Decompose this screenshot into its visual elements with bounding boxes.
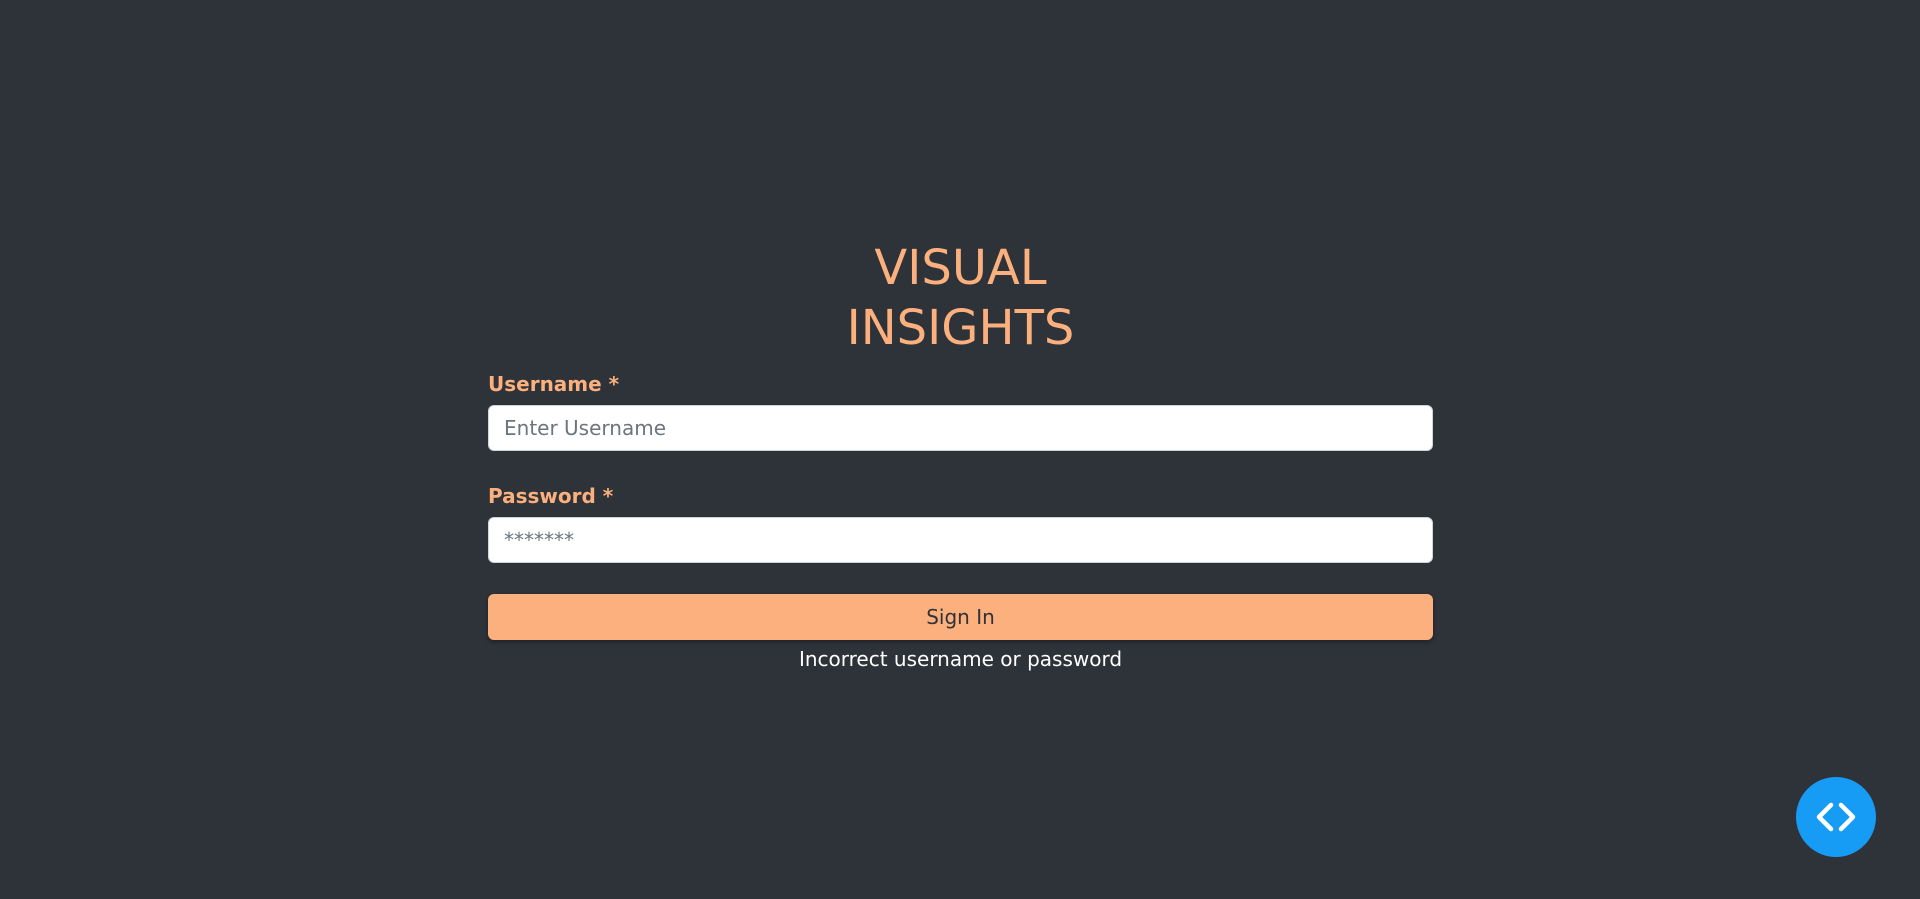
- app-title-line-2: INSIGHTS: [846, 300, 1075, 356]
- login-panel: VISUAL INSIGHTS Username * Password * Si…: [488, 238, 1433, 672]
- username-input[interactable]: [488, 405, 1433, 451]
- app-title: VISUAL INSIGHTS: [488, 238, 1433, 358]
- username-label: Username *: [488, 372, 620, 396]
- password-input[interactable]: [488, 517, 1433, 563]
- dev-toggle-button[interactable]: [1796, 777, 1876, 857]
- password-label: Password *: [488, 484, 614, 508]
- error-message: Incorrect username or password: [798, 647, 1123, 671]
- app-title-line-1: VISUAL: [874, 240, 1047, 296]
- sign-in-button[interactable]: Sign In: [488, 594, 1433, 640]
- code-brackets-icon: [1813, 800, 1859, 834]
